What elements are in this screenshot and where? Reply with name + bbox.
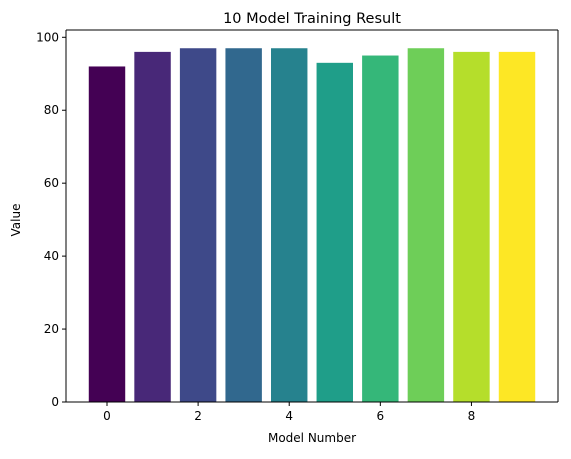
y-tick-label-20: 20 <box>44 322 59 336</box>
bar-model-9 <box>498 51 536 402</box>
y-tick-label-0: 0 <box>51 395 59 409</box>
y-tick-label-100: 100 <box>36 30 59 44</box>
x-tick-label-4: 4 <box>285 409 293 423</box>
bar-model-8 <box>453 51 490 402</box>
x-tick-label-8: 8 <box>468 409 476 423</box>
x-axis-label: Model Number <box>268 431 356 445</box>
y-tick-label-80: 80 <box>44 103 59 117</box>
bar-model-1 <box>134 51 171 402</box>
x-tick-label-0: 0 <box>103 409 111 423</box>
bar-model-3 <box>225 48 262 403</box>
y-tick-label-40: 40 <box>44 249 59 263</box>
bar-model-7 <box>407 48 445 403</box>
bar-model-6 <box>362 55 399 402</box>
bar-model-4 <box>271 48 308 403</box>
x-tick-label-6: 6 <box>377 409 385 423</box>
plot-area: 0 20 40 60 80 100 0 2 4 6 8 <box>36 29 559 423</box>
bar-model-2 <box>179 48 217 403</box>
y-tick-label-60: 60 <box>44 176 59 190</box>
chart-title: 10 Model Training Result <box>223 11 401 27</box>
y-axis-label: Value <box>9 204 23 237</box>
bar-model-5 <box>316 62 353 402</box>
bar-model-0 <box>88 66 126 402</box>
x-tick-label-2: 2 <box>194 409 202 423</box>
